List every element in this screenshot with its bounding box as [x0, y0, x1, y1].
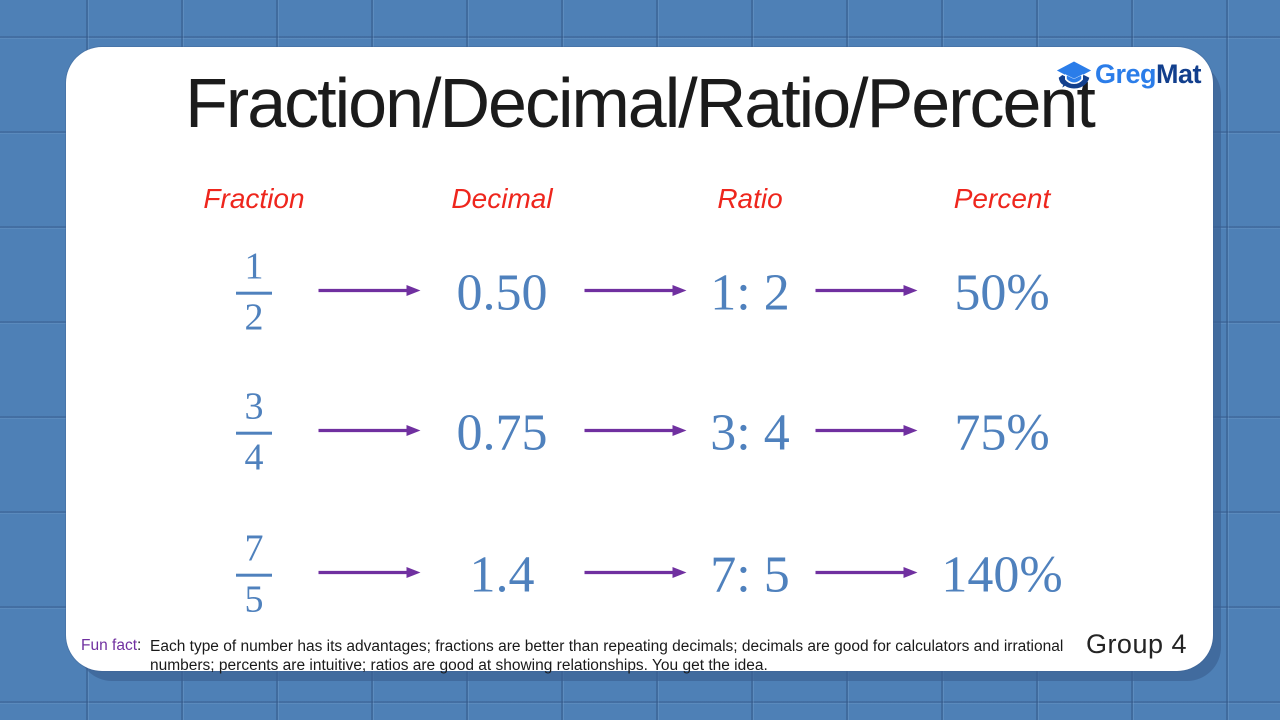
- ratio-value: 1: 2: [710, 264, 790, 322]
- logo-text: GregMat: [1094, 59, 1202, 90]
- fraction-value: 3 4: [236, 385, 272, 480]
- fraction-value: 7 5: [236, 527, 272, 622]
- fun-fact-label-text: Fun fact: [81, 637, 137, 654]
- logo-text-greg: Greg: [1094, 59, 1157, 89]
- arrow-right-icon: [815, 423, 920, 444]
- ratio-value: 7: 5: [710, 546, 790, 604]
- arrow-right-icon: [318, 565, 423, 586]
- arrow-right-icon: [318, 283, 423, 304]
- group-label: Group 4: [1085, 629, 1187, 659]
- fraction-numerator: 7: [244, 527, 264, 570]
- decimal-value: 0.75: [456, 404, 548, 462]
- fraction-denominator: 4: [244, 436, 264, 479]
- fraction-denominator: 5: [244, 578, 264, 621]
- arrow-right-icon: [584, 565, 689, 586]
- logo-text-mat: Mat: [1156, 59, 1202, 89]
- fraction-denominator: 2: [244, 296, 264, 339]
- fraction-bar: [236, 573, 272, 577]
- column-header-percent: Percent: [953, 183, 1051, 214]
- arrow-right-icon: [584, 283, 689, 304]
- decimal-value: 1.4: [469, 546, 535, 604]
- percent-value: 140%: [941, 546, 1063, 604]
- fraction-numerator: 1: [244, 245, 264, 288]
- percent-value: 50%: [954, 264, 1050, 322]
- arrow-right-icon: [815, 565, 920, 586]
- fun-fact-label: Fun fact:: [81, 637, 141, 655]
- fun-fact-text: Each type of number has its advantages; …: [150, 638, 1064, 675]
- column-header-decimal: Decimal: [451, 183, 553, 214]
- arrow-right-icon: [318, 423, 423, 444]
- gregmat-logo: GregMat: [1056, 59, 1202, 90]
- page-title: Fraction/Decimal/Ratio/Percent: [185, 64, 1096, 142]
- column-header-fraction: Fraction: [203, 183, 305, 214]
- decimal-value: 0.50: [456, 264, 548, 322]
- percent-value: 75%: [954, 404, 1050, 462]
- fraction-numerator: 3: [244, 385, 264, 428]
- fraction-bar: [236, 291, 272, 295]
- arrow-right-icon: [815, 283, 920, 304]
- ratio-value: 3: 4: [710, 404, 790, 462]
- arrow-right-icon: [584, 423, 689, 444]
- fun-fact-colon: :: [137, 637, 142, 654]
- column-header-ratio: Ratio: [717, 183, 783, 214]
- fraction-bar: [236, 431, 272, 435]
- graduation-cap-icon: [1056, 60, 1092, 90]
- fraction-value: 1 2: [236, 245, 272, 340]
- slide-card: Fraction/Decimal/Ratio/Percent GregMat F…: [66, 47, 1213, 674]
